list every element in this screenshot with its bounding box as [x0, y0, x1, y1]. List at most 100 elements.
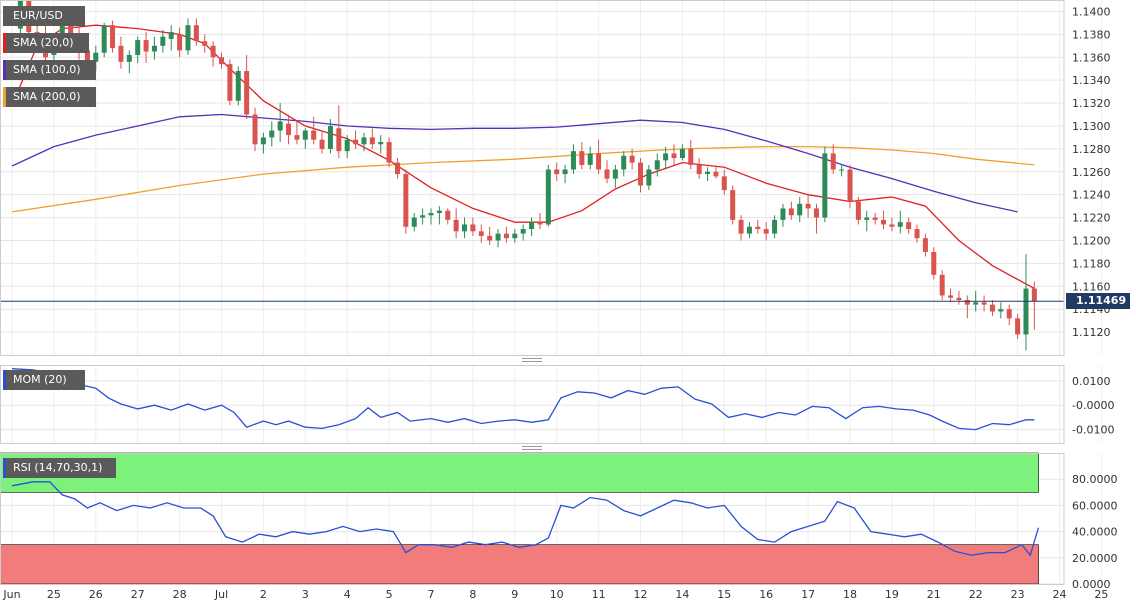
- candle-body: [503, 233, 509, 239]
- candle-body: [813, 208, 819, 218]
- price-tick-label: 1.1320: [1072, 97, 1111, 110]
- candle-body: [110, 25, 116, 49]
- x-tick-label: 21: [927, 588, 941, 601]
- candle-body: [772, 219, 778, 234]
- x-tick-label: 11: [592, 588, 606, 601]
- candle-body: [487, 235, 493, 241]
- legend-swatch: [3, 370, 6, 390]
- candle-body: [562, 169, 568, 175]
- x-tick-label: 15: [717, 588, 731, 601]
- candle-body: [998, 309, 1004, 312]
- candle-body: [210, 45, 216, 58]
- candle-body: [84, 50, 90, 62]
- price-tick-label: 1.1300: [1072, 120, 1111, 133]
- legend-swatch: [3, 458, 6, 478]
- x-tick-label: 2: [260, 588, 267, 601]
- price-tick-label: 1.1360: [1072, 51, 1111, 64]
- candle-body: [881, 219, 887, 225]
- x-tick-label: 3: [302, 588, 309, 601]
- legend-sma200: SMA (200,0): [3, 87, 96, 107]
- price-tick-label: 1.1400: [1072, 5, 1111, 18]
- candle-body: [420, 215, 426, 218]
- candle-body: [721, 176, 727, 191]
- mom-tick-label: -0.0100: [1072, 424, 1114, 437]
- candle-body: [889, 224, 895, 227]
- candle-body: [671, 153, 677, 159]
- candle-body: [629, 155, 635, 163]
- price-tick-label: 1.1180: [1072, 257, 1111, 270]
- candle-body: [227, 64, 233, 101]
- legend-label: MOM (20): [13, 373, 67, 386]
- candle-body: [612, 169, 618, 179]
- rsi-overbought-zone: [0, 452, 1039, 493]
- candle-body: [956, 297, 962, 301]
- candle-body: [948, 295, 954, 298]
- candle-body: [168, 32, 174, 39]
- candle-body: [847, 169, 853, 202]
- candle-body: [738, 219, 744, 234]
- candle-body: [143, 40, 149, 52]
- legend-label: RSI (14,70,30,1): [13, 461, 103, 474]
- candle-body: [906, 222, 912, 230]
- mom-tick-label: 0.0100: [1072, 375, 1111, 388]
- candle-body: [294, 135, 300, 140]
- rsi-pane-frame: [0, 453, 1065, 585]
- legend-swatch: [3, 87, 6, 107]
- candle-body: [512, 233, 518, 239]
- candle-body: [537, 222, 543, 225]
- x-tick-label: Jun: [2, 588, 20, 601]
- candle-body: [252, 114, 258, 145]
- price-tick-label: 1.1280: [1072, 143, 1111, 156]
- candle-body: [478, 231, 484, 236]
- candle-body: [462, 224, 468, 232]
- candle-body: [646, 169, 652, 186]
- mom-line: [11, 368, 1035, 431]
- candle-body: [529, 222, 535, 230]
- current-price-value: 1.11469: [1076, 294, 1127, 308]
- legend-mom: MOM (20): [3, 370, 85, 390]
- price-tick-label: 1.1260: [1072, 166, 1111, 179]
- candle-body: [897, 222, 903, 227]
- candle-body: [931, 251, 937, 275]
- candle-body: [386, 142, 392, 163]
- candle-body: [202, 41, 208, 46]
- x-tick-label: 5: [386, 588, 393, 601]
- legend-swatch: [3, 60, 6, 80]
- candle-body: [763, 229, 769, 234]
- candle-body: [964, 300, 970, 305]
- candle-body: [244, 71, 250, 115]
- x-tick-label: 9: [511, 588, 518, 601]
- candle-body: [378, 142, 384, 145]
- candle-body: [1015, 318, 1021, 335]
- x-tick-label: 4: [344, 588, 351, 601]
- x-tick-label: 24: [1053, 588, 1067, 601]
- candle-body: [621, 155, 627, 170]
- candle-body: [830, 153, 836, 170]
- candle-body: [520, 229, 526, 234]
- legend-label: SMA (100,0): [13, 63, 81, 76]
- candle-body: [797, 203, 803, 216]
- candle-body: [688, 148, 694, 165]
- legend-eurusd: EUR/USD: [3, 6, 85, 26]
- candle-body: [277, 121, 283, 131]
- candle-body: [302, 130, 308, 140]
- candle-body: [939, 274, 945, 296]
- candle-body: [319, 139, 325, 149]
- candle-body: [470, 224, 476, 232]
- candle-body: [126, 54, 132, 62]
- sma20-line: [11, 24, 1035, 290]
- candle-body: [177, 34, 183, 51]
- candle-body: [663, 153, 669, 161]
- candle-body: [755, 226, 761, 230]
- legend-sma20: SMA (20,0): [3, 33, 89, 53]
- legend-rsi: RSI (14,70,30,1): [3, 458, 116, 478]
- x-tick-label: 23: [1011, 588, 1025, 601]
- candle-body: [981, 302, 987, 305]
- rsi-tick-label: 0.0000: [1072, 578, 1111, 591]
- candle-body: [160, 36, 166, 46]
- candle-body: [151, 45, 157, 52]
- candle-body: [311, 130, 317, 140]
- candle-body: [453, 219, 459, 232]
- x-tick-label: 19: [885, 588, 899, 601]
- candle-body: [705, 171, 711, 175]
